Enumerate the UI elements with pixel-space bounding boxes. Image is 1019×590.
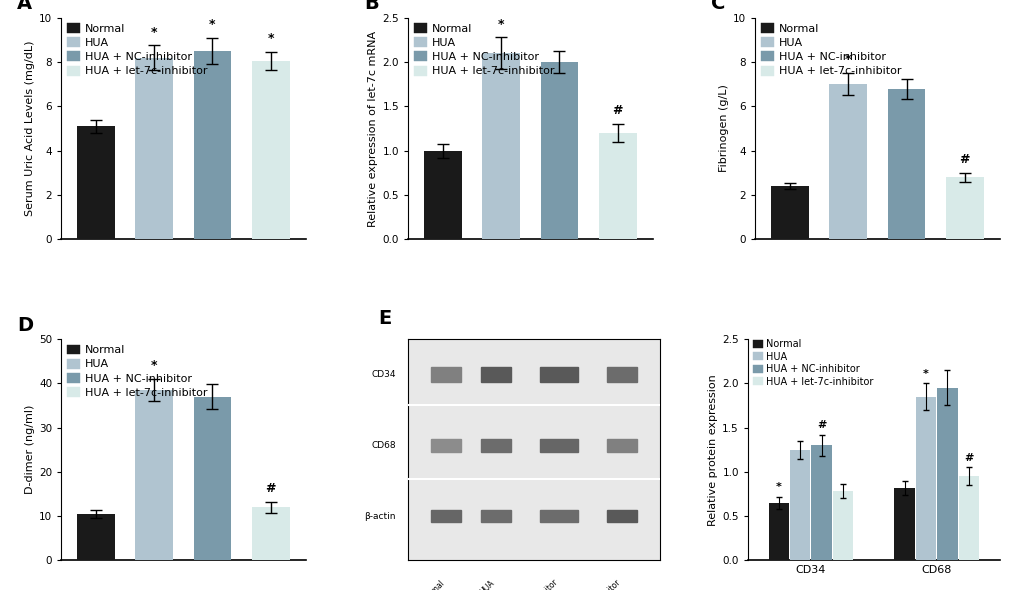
Y-axis label: Fibrinogen (g/L): Fibrinogen (g/L) [718, 84, 729, 172]
Bar [77, 126, 115, 240]
Bar [887, 88, 924, 240]
Text: E: E [378, 309, 391, 328]
Legend: Normal, HUA, HUA + NC-inhibitor, HUA + let-7c-inhibitor: Normal, HUA, HUA + NC-inhibitor, HUA + l… [66, 345, 207, 398]
Text: *: * [922, 369, 928, 379]
Bar [481, 367, 511, 382]
Text: HUA + let-7c-inhibitor: HUA + let-7c-inhibitor [555, 578, 622, 590]
Text: CD34: CD34 [371, 370, 395, 379]
Bar [958, 476, 978, 560]
Text: #: # [611, 104, 623, 117]
Bar [828, 84, 866, 240]
Text: B: B [364, 0, 379, 13]
Bar [770, 186, 808, 240]
Bar [540, 439, 578, 452]
Bar [430, 367, 461, 382]
Bar [430, 510, 461, 522]
Bar [481, 439, 511, 452]
Bar [606, 367, 637, 382]
Bar [540, 62, 578, 240]
Text: HUA: HUA [478, 578, 496, 590]
Text: #: # [816, 420, 825, 430]
Text: A: A [17, 0, 33, 13]
Text: CD68: CD68 [371, 441, 395, 450]
Bar [194, 51, 231, 240]
Text: #: # [963, 453, 972, 463]
Bar [540, 367, 578, 382]
Y-axis label: Relative expression of let-7c mRNA: Relative expression of let-7c mRNA [368, 31, 378, 227]
Bar [482, 53, 520, 240]
Bar [540, 510, 578, 522]
Text: *: * [209, 18, 215, 31]
Text: #: # [265, 483, 276, 496]
Bar [606, 510, 637, 522]
Bar [194, 396, 231, 560]
Text: β-actin: β-actin [364, 512, 395, 521]
Bar [252, 61, 289, 240]
Y-axis label: D-dimer (ng/ml): D-dimer (ng/ml) [24, 405, 35, 494]
Bar [767, 503, 789, 560]
Bar [481, 510, 511, 522]
Text: C: C [710, 0, 725, 13]
Text: *: * [775, 482, 781, 492]
Bar [810, 445, 830, 560]
Y-axis label: Relative protein expression: Relative protein expression [707, 374, 717, 526]
Text: *: * [845, 54, 851, 67]
Bar [136, 58, 173, 240]
Bar [252, 507, 289, 560]
Bar [606, 439, 637, 452]
Legend: Normal, HUA, HUA + NC-inhibitor, HUA + let-7c-inhibitor: Normal, HUA, HUA + NC-inhibitor, HUA + l… [66, 23, 207, 76]
Legend: Normal, HUA, HUA + NC-inhibitor, HUA + let-7c-inhibitor: Normal, HUA, HUA + NC-inhibitor, HUA + l… [752, 339, 873, 386]
Text: Normal: Normal [420, 578, 445, 590]
Bar [936, 388, 957, 560]
Bar [915, 396, 935, 560]
Text: *: * [151, 26, 157, 39]
Text: D: D [17, 316, 34, 335]
Text: #: # [959, 153, 969, 166]
Y-axis label: Serum Uric Acid Levels (mg/dL): Serum Uric Acid Levels (mg/dL) [24, 41, 35, 216]
Text: *: * [267, 32, 274, 45]
Text: HUA + NC-inhibitor: HUA + NC-inhibitor [500, 578, 558, 590]
Bar [894, 488, 914, 560]
Bar [424, 150, 462, 240]
Legend: Normal, HUA, HUA + NC-inhibitor, HUA + let-7c-inhibitor: Normal, HUA, HUA + NC-inhibitor, HUA + l… [760, 23, 900, 76]
Bar [832, 491, 852, 560]
Bar [789, 450, 809, 560]
Bar [945, 177, 982, 240]
Legend: Normal, HUA, HUA + NC-inhibitor, HUA + let-7c-inhibitor: Normal, HUA, HUA + NC-inhibitor, HUA + l… [414, 23, 553, 76]
Bar [77, 514, 115, 560]
Text: *: * [151, 359, 157, 372]
Text: *: * [497, 18, 504, 31]
Bar [136, 390, 173, 560]
Bar [598, 133, 636, 240]
Bar [430, 439, 461, 452]
